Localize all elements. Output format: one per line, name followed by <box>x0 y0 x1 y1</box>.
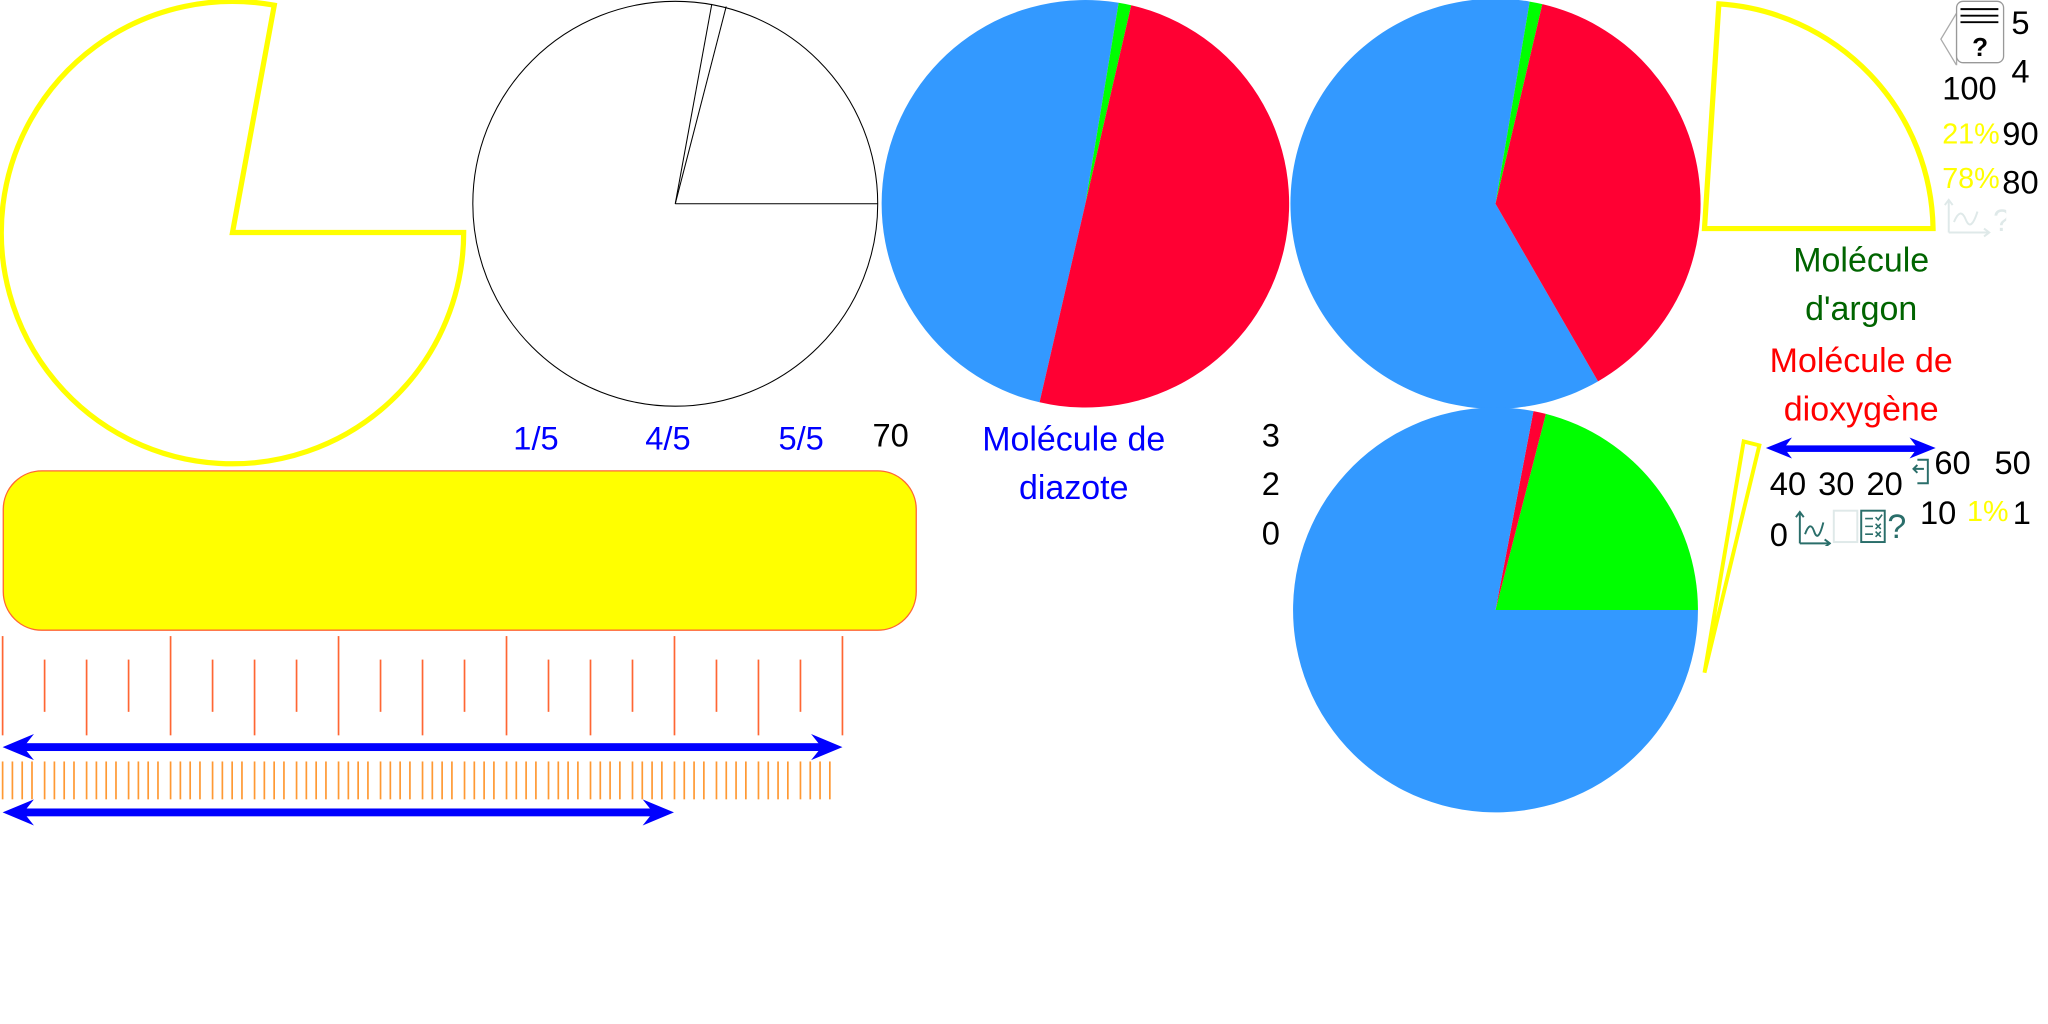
percent-nitrogen: 78% <box>1942 161 2000 195</box>
scale-number: 10 <box>1919 495 1957 532</box>
chart-icon-faded: ? <box>1944 198 2006 238</box>
counter: 4 <box>2011 53 2030 91</box>
svg-text:?: ? <box>1972 32 1988 62</box>
pie-slice-argon <box>1495 1 1543 204</box>
double-arrow-short <box>2 799 674 826</box>
scale-number: 50 <box>1994 445 2031 482</box>
scale-number: 80 <box>2002 164 2039 202</box>
checklist-icon-faded <box>1832 509 1859 544</box>
counter: 2 <box>1261 466 1280 503</box>
ruler-ticks <box>1 636 844 736</box>
scale-number: 30 <box>1818 466 1855 503</box>
counter: 3 <box>1261 417 1280 455</box>
pie-slice-diazote <box>881 0 1119 403</box>
label-line: Molécule de <box>1769 340 1953 381</box>
pie-chart-1 <box>881 0 1290 408</box>
scale-number: 0 <box>1769 517 1788 554</box>
progress-bar-yellow <box>2 470 917 631</box>
pie-outline-empty <box>472 0 879 407</box>
fraction-label: 4/5 <box>645 420 691 458</box>
percent-oxygen: 21% <box>1942 117 2000 151</box>
scale-number: 100 <box>1942 70 1997 108</box>
label-line: d'argon <box>1805 288 1918 328</box>
label-line: dioxygène <box>1783 389 1939 429</box>
label-line: Molécule de <box>982 419 1166 459</box>
double-arrow-long <box>2 734 843 761</box>
scale-number: 90 <box>2002 116 2039 153</box>
svg-text:?: ? <box>1993 203 2006 238</box>
pie-slice-argon <box>1495 413 1698 610</box>
fraction-label: 5/5 <box>778 420 824 458</box>
pie-slice-dioxygène <box>1495 411 1546 610</box>
scale-number: 40 <box>1769 466 1807 503</box>
label-dioxygene: Molécule de dioxygène <box>1737 337 1985 434</box>
pie-slice-argon <box>1085 2 1132 204</box>
label-diazote: Molécule de diazote <box>982 415 1165 512</box>
pie-chart-2 <box>1290 0 1701 409</box>
scale-number: 60 <box>1934 445 1971 482</box>
pie-slice-diazote <box>1293 407 1698 813</box>
sector-outline-yellow-1 <box>1702 439 1762 674</box>
sector-outline-yellow-21 <box>1701 1 1936 232</box>
exit-icon[interactable] <box>1910 457 1931 486</box>
percent-argon: 1% <box>1967 495 2009 528</box>
question-icon[interactable]: ? <box>1887 506 1907 546</box>
label-line: diazote <box>1018 467 1129 507</box>
counter: 0 <box>1261 515 1280 553</box>
label-argon: Molécule d'argon <box>1750 236 1972 333</box>
pie-outline-yellow-78 <box>0 0 467 467</box>
chart-icon[interactable] <box>1795 509 1832 546</box>
help-card-icon[interactable]: ? <box>1938 0 2006 66</box>
pie-slice-diazote <box>1290 0 1599 409</box>
pie-slice-dioxygène <box>1495 4 1701 382</box>
scale-number: 70 <box>872 417 909 455</box>
counter: 1 <box>2012 495 2031 532</box>
label-line: Molécule <box>1793 240 1930 280</box>
counter: 5 <box>2011 5 2030 42</box>
ruler-fine-ticks <box>1 761 831 800</box>
fraction-label: 1/5 <box>513 420 559 458</box>
double-arrow-small <box>1765 437 1936 459</box>
pie-slice-dioxygène <box>1039 5 1290 408</box>
pie-chart-3 <box>1293 407 1698 813</box>
checklist-icon[interactable] <box>1860 509 1886 544</box>
scale-number: 20 <box>1866 466 1903 503</box>
